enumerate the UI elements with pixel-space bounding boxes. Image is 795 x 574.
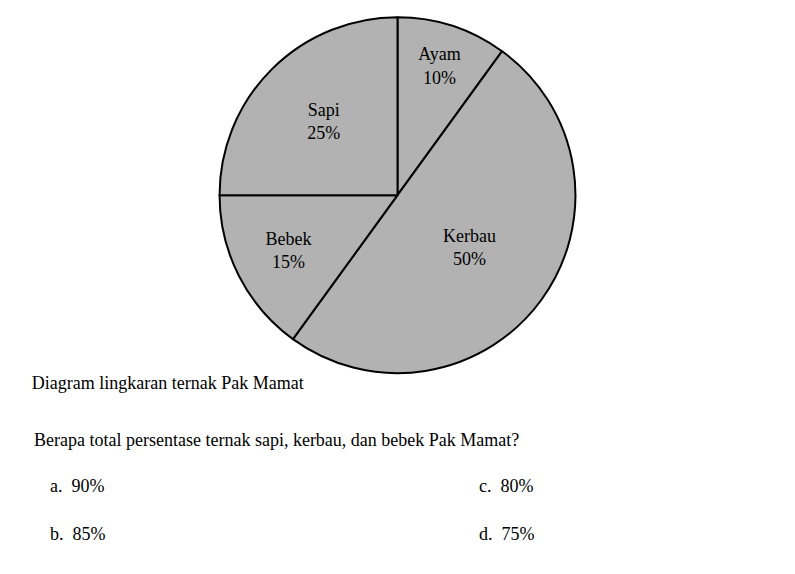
svg-text:a. 90%: a. 90%	[50, 476, 104, 496]
svg-text:Ayam10%: Ayam10%	[418, 44, 460, 87]
svg-text:d. 75%: d. 75%	[479, 524, 535, 544]
svg-text:Diagram lingkaran ternak Pak M: Diagram lingkaran ternak Pak Mamat	[32, 373, 304, 393]
svg-text:Sapi25%: Sapi25%	[307, 100, 340, 143]
svg-text:Bebek15%: Bebek15%	[265, 229, 311, 272]
svg-text:b. 85%: b. 85%	[50, 524, 106, 544]
svg-text:Kerbau50%: Kerbau50%	[443, 226, 496, 269]
svg-text:Berapa total persentase ternak: Berapa total persentase ternak sapi, ker…	[34, 430, 519, 450]
svg-text:c. 80%: c. 80%	[479, 476, 533, 496]
